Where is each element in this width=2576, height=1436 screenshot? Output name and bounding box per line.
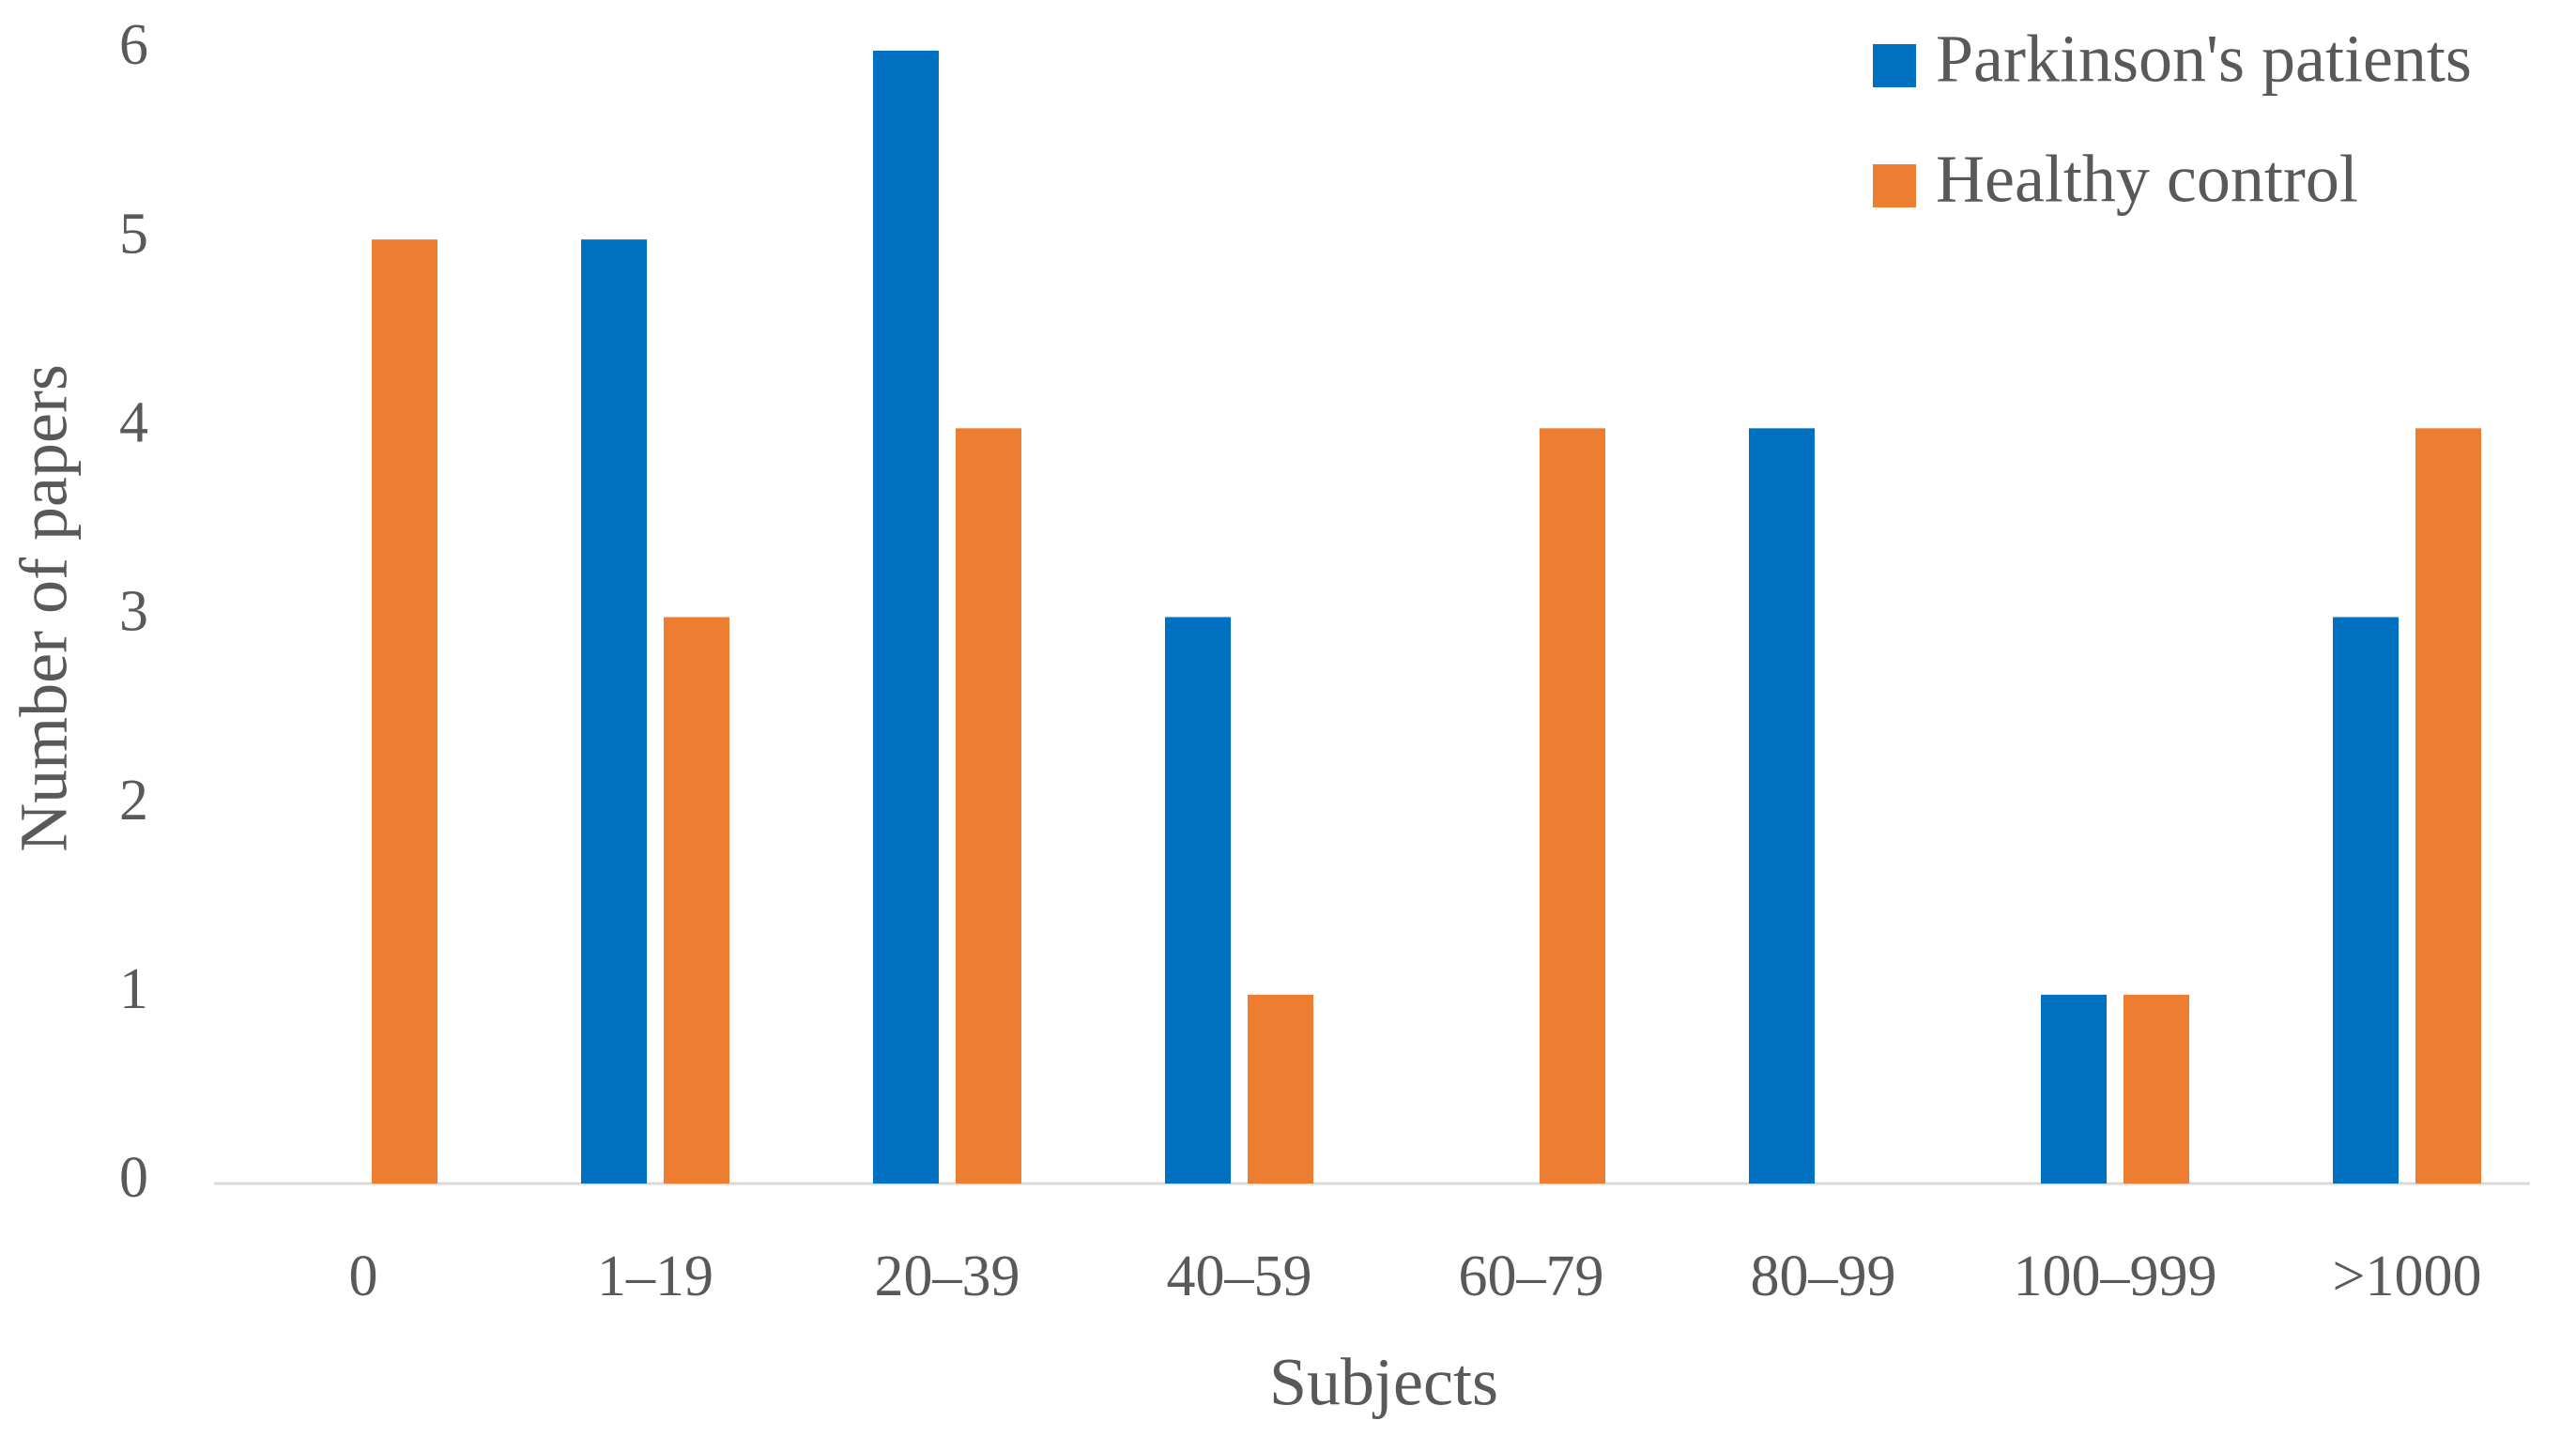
legend-label: Parkinson's patients [1936, 22, 2472, 97]
x-tick-label: 1–19 [597, 1245, 713, 1308]
bar [1248, 994, 1313, 1184]
x-tick-label: 60–79 [1459, 1245, 1604, 1308]
x-tick-label: 0 [349, 1245, 378, 1308]
y-tick-label: 1 [119, 957, 148, 1021]
x-tick-label: 100–999 [2014, 1245, 2217, 1308]
x-tick-label: 40–59 [1167, 1245, 1312, 1308]
bar [664, 617, 729, 1184]
y-tick-label: 5 [119, 202, 148, 266]
bar [581, 239, 647, 1184]
legend-swatch [1873, 164, 1916, 207]
bar [372, 239, 437, 1184]
bar [2124, 994, 2189, 1184]
legend-swatch [1873, 44, 1916, 87]
bar [2415, 428, 2481, 1184]
bar [2333, 617, 2399, 1184]
x-axis-title: Subjects [1269, 1345, 1498, 1420]
legend-label: Healthy control [1936, 142, 2358, 217]
y-tick-label: 3 [119, 580, 148, 644]
y-tick-label: 0 [119, 1146, 148, 1210]
bar [1165, 617, 1231, 1184]
bar [873, 51, 939, 1184]
bar [1749, 428, 1815, 1184]
y-tick-label: 2 [119, 769, 148, 833]
x-tick-label: 80–99 [1751, 1245, 1896, 1308]
x-tick-label: >1000 [2333, 1245, 2482, 1308]
x-tick-label: 20–39 [875, 1245, 1020, 1308]
y-tick-label: 4 [119, 391, 148, 455]
bar [2041, 994, 2107, 1184]
y-tick-label: 6 [119, 13, 148, 77]
bar [956, 428, 1021, 1184]
y-axis-title: Number of papers [7, 364, 82, 852]
bar [1540, 428, 1605, 1184]
